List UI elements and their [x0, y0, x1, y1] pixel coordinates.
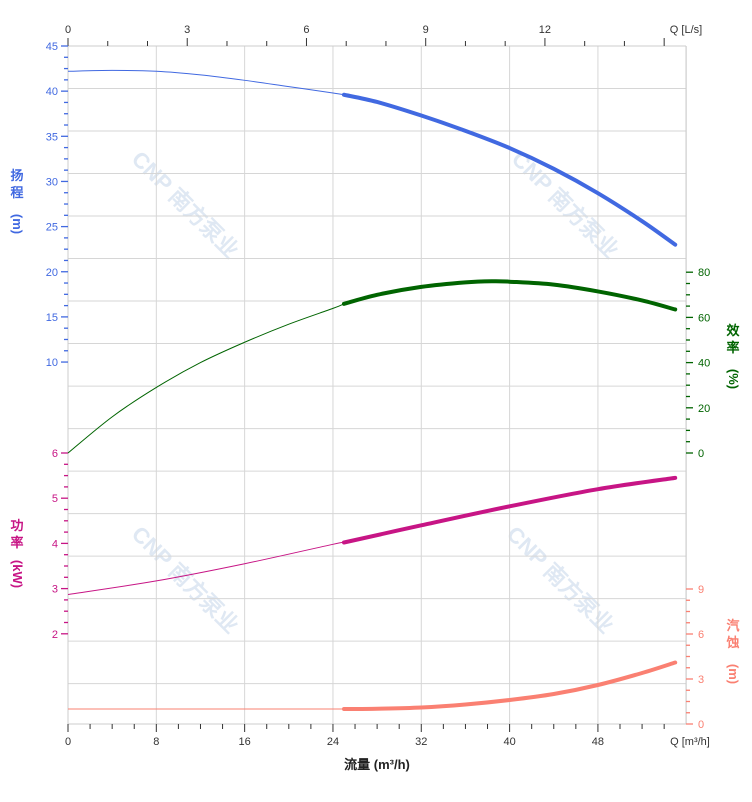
curves: [67, 69, 678, 711]
y-tick-label: 0: [698, 719, 704, 731]
y-tick-label: 20: [698, 403, 710, 415]
y-tick-label: 30: [46, 176, 58, 188]
x-tick-label: 48: [592, 736, 604, 748]
x2-tick-label: 6: [303, 24, 309, 36]
x2-tick-label: 0: [65, 24, 71, 36]
x2-tick-label: 3: [184, 24, 190, 36]
y-axis-title-unit: (%): [726, 369, 741, 389]
y-axis-title-name-char: 率: [726, 340, 739, 355]
y-tick-label: 25: [46, 222, 58, 234]
x-tick-label: 16: [239, 736, 251, 748]
y-axis-title-unit: (m): [10, 214, 25, 234]
curve-1-full: [67, 303, 345, 454]
x-axis-title: 流量 (m³/h): [344, 757, 410, 772]
curve-3-operating: [342, 660, 678, 711]
y-tick-label: 5: [52, 493, 58, 505]
y-tick-label: 60: [698, 312, 710, 324]
y-tick-label: 40: [698, 358, 710, 370]
x-tick-label: 40: [503, 736, 515, 748]
x-tick-label: 8: [153, 736, 159, 748]
axes: 0 8 16 24 32 40 480 3 6 9 121015202530354045020406…: [46, 24, 711, 748]
y-tick-label: 6: [52, 448, 58, 460]
y-axis-title-3: 汽蚀 (m): [725, 618, 741, 684]
x2-tick-label: 9: [423, 24, 429, 36]
x-axis-end-label: Q [m³/h]: [670, 736, 710, 748]
watermark-logo: CNP 南方泵业: [502, 521, 619, 638]
y-axis-title-0: 扬程 (m): [10, 168, 25, 234]
x2-axis-end-label: Q [L/s]: [670, 24, 702, 36]
watermark-logo: CNP 南方泵业: [127, 521, 244, 638]
axis-titles: 流量 (m³/h) Q [m³/h] Q [L/s] 扬程(m)效率(%)功率(…: [10, 24, 741, 772]
y-axis-title-unit: (kW): [10, 560, 25, 588]
curve-0-full: [67, 69, 345, 96]
y-tick-label: 40: [46, 86, 58, 98]
y-tick-label: 6: [698, 629, 704, 641]
curve-2-operating: [342, 475, 678, 545]
x-tick-label: 32: [415, 736, 427, 748]
y-tick-label: 10: [46, 357, 58, 369]
y-axis-title-name-char: 功: [10, 518, 23, 533]
y-axis-title-name-char: 蚀: [725, 635, 739, 650]
y-axis-title-unit: (m): [726, 664, 741, 684]
y-axis-title-1: 效率 (%): [726, 323, 741, 389]
y-tick-label: 3: [698, 674, 704, 686]
y-tick-label: 0: [698, 448, 704, 460]
y-axis-title-name-char: 扬: [10, 168, 23, 183]
x-tick-label: 0: [65, 736, 71, 748]
x2-tick-label: 12: [539, 24, 551, 36]
y-tick-label: 4: [52, 538, 58, 550]
y-tick-label: 15: [46, 312, 58, 324]
curve-1-operating: [342, 279, 678, 312]
y-tick-label: 2: [52, 629, 58, 641]
y-tick-label: 80: [698, 267, 710, 279]
watermark-logo: CNP 南方泵业: [127, 146, 244, 263]
x-tick-label: 24: [327, 736, 339, 748]
y-axis-title-name-char: 效: [726, 323, 740, 338]
y-tick-label: 20: [46, 267, 58, 279]
y-tick-label: 35: [46, 131, 58, 143]
y-axis-title-name-char: 汽: [726, 618, 739, 633]
y-tick-label: 9: [698, 584, 704, 596]
y-axis-title-2: 功率 (kW): [10, 518, 25, 588]
curve-0-operating: [342, 92, 678, 247]
y-axis-title-name-char: 率: [10, 535, 23, 550]
y-tick-label: 3: [52, 584, 58, 596]
y-axis-title-name-char: 程: [10, 185, 23, 200]
watermark-logo: CNP 南方泵业: [507, 146, 624, 263]
curve-2-full: [67, 541, 345, 595]
watermark: CNP 南方泵业 CNP 南方泵业 CNP 南方泵业 CNP 南方泵业: [127, 146, 624, 638]
y-tick-label: 45: [46, 41, 58, 53]
